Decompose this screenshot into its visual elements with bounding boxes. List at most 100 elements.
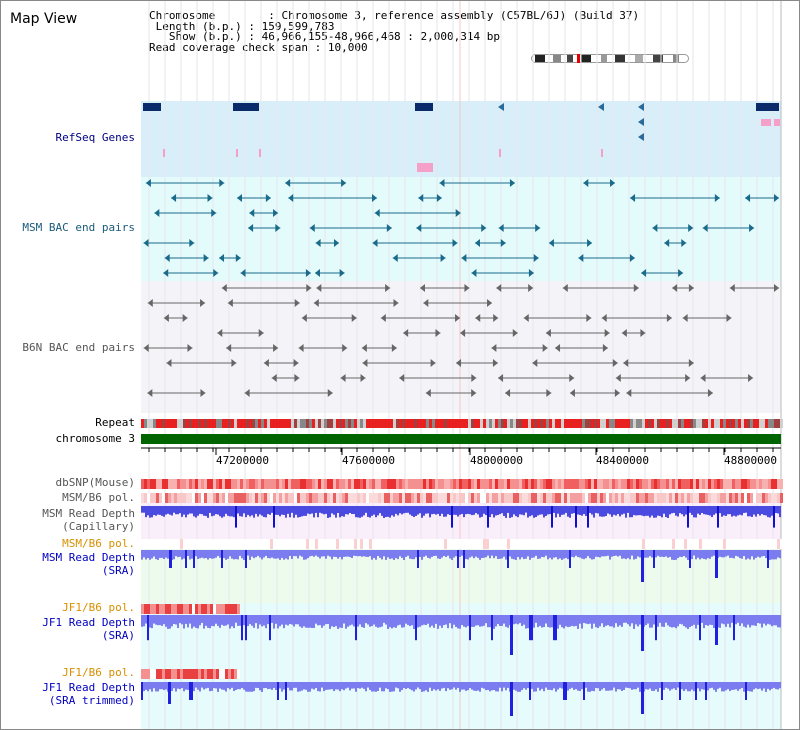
heat-cell [642,479,645,489]
bac-pair-end [360,374,366,382]
heat-cell [435,493,438,503]
heat-cell [447,539,450,549]
repeat-segment [570,419,573,428]
depth-bar [477,506,479,515]
repeat-segment [645,419,648,428]
heat-cell [642,539,645,549]
repeat-segment [444,419,447,428]
bac-pair-end [147,299,153,307]
heat-cell [765,493,768,503]
bac-pair-end [640,329,646,337]
depth-bar [213,506,215,516]
depth-bar [281,506,283,515]
depth-bar [193,615,195,627]
heat-cell [216,539,219,549]
heat-cell [381,479,384,489]
depth-bar [583,550,585,560]
depth-bar [453,550,455,558]
depth-bar [179,550,181,557]
depth-bar [669,682,671,691]
depth-bar [775,550,777,560]
heat-cell [333,479,336,489]
depth-bar [229,615,231,629]
depth-bar [155,550,157,560]
depth-bar [485,682,487,691]
depth-bar [239,550,241,556]
depth-bar [437,506,439,514]
depth-bar [747,682,749,691]
refseq-marker [259,149,261,157]
depth-bar [489,682,491,692]
depth-bar [663,506,665,514]
depth-bar [681,615,683,625]
heat-cell [621,539,624,549]
depth-bar [727,550,729,556]
heat-cell [183,493,186,503]
depth-bar [649,682,651,689]
depth-bar [197,615,199,629]
depth-bar [337,550,339,559]
depth-bar [527,615,529,629]
depth-bar [545,506,547,516]
depth-bar [445,550,447,557]
heat-cell [744,539,747,549]
depth-bar [587,506,589,528]
depth-bar [309,550,311,557]
depth-bar [455,506,457,515]
chromosome-ideogram[interactable] [531,54,689,63]
bac-pair-end [315,269,321,277]
heat-cell [711,493,714,503]
heat-cell [777,493,780,503]
repeat-segment [525,419,528,428]
depth-bar [421,682,423,692]
depth-bar [305,550,307,560]
heat-cell [561,493,564,503]
depth-bar [601,682,603,690]
depth-bar [289,506,291,518]
depth-bar [403,682,405,689]
heat-cell [153,604,156,614]
heat-cell [177,539,180,549]
depth-bar [477,550,479,558]
depth-bar [775,506,777,514]
depth-bar [511,506,513,518]
repeat-segment [606,419,609,428]
heat-cell [543,539,546,549]
depth-bar [217,506,219,515]
heat-cell [576,493,579,503]
depth-bar [221,506,223,518]
bac-pair-end [615,374,621,382]
depth-bar [243,506,245,514]
depth-bar [447,615,449,629]
depth-bar [375,682,377,692]
depth-bar [735,550,737,556]
bac-pair-end [340,374,346,382]
heat-cell [426,493,429,503]
bac-pair-end [745,194,751,202]
bac-pair-end [200,389,206,397]
depth-bar [701,506,703,513]
bac-pair-end [614,389,620,397]
bac-pair-end [685,374,691,382]
repeat-segment [387,419,390,428]
heat-cell [621,493,624,503]
depth-bar [219,550,221,558]
depth-bar [363,682,365,689]
depth-bar [513,682,515,690]
depth-bar [599,550,601,558]
depth-bar [339,550,341,558]
depth-bar [559,550,561,559]
depth-bar [483,550,485,558]
depth-bar [511,550,513,559]
depth-bar [323,682,325,692]
heat-cell [198,539,201,549]
heat-cell [522,539,525,549]
depth-bar [431,615,433,626]
repeat-segment [648,419,651,428]
depth-bar [679,506,681,514]
depth-bar [629,550,631,560]
depth-bar [529,615,531,641]
heat-cell [255,539,258,549]
depth-bar [503,682,505,688]
depth-bar [411,506,413,516]
